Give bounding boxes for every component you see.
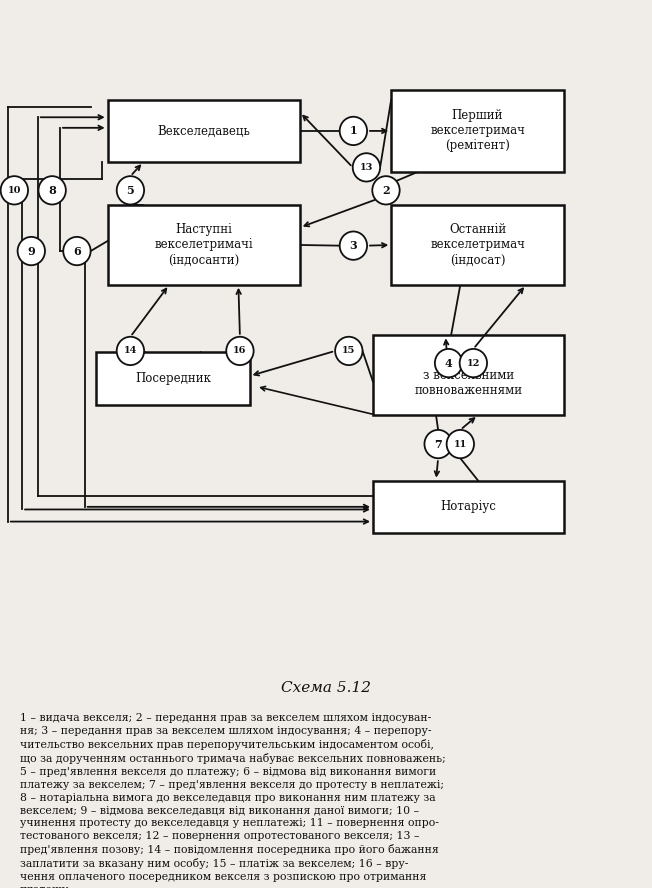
Text: Нотаріус: Нотаріус xyxy=(441,500,496,513)
Text: Перший
векселетримач
(ремітент): Перший векселетримач (ремітент) xyxy=(430,109,525,153)
Circle shape xyxy=(435,349,462,377)
Text: 15: 15 xyxy=(342,346,355,355)
Text: Посередник: Посередник xyxy=(135,372,211,385)
Text: 10: 10 xyxy=(8,186,21,194)
Text: Схема 5.12: Схема 5.12 xyxy=(281,681,371,695)
FancyBboxPatch shape xyxy=(391,205,564,285)
Text: 12: 12 xyxy=(467,359,480,368)
Text: 9: 9 xyxy=(27,246,35,257)
Text: Наступні
векселетримачі
(індосанти): Наступні векселетримачі (індосанти) xyxy=(155,224,253,266)
Text: 8: 8 xyxy=(48,185,56,196)
Circle shape xyxy=(340,232,367,260)
Text: 13: 13 xyxy=(360,163,373,172)
Circle shape xyxy=(38,176,66,204)
Circle shape xyxy=(335,337,363,365)
Text: 1: 1 xyxy=(349,125,357,137)
Text: 14: 14 xyxy=(124,346,137,355)
Circle shape xyxy=(1,176,28,204)
FancyBboxPatch shape xyxy=(373,336,564,415)
Text: 2: 2 xyxy=(382,185,390,196)
Circle shape xyxy=(226,337,254,365)
Text: 3: 3 xyxy=(349,240,357,251)
Text: 11: 11 xyxy=(454,440,467,448)
Circle shape xyxy=(340,116,367,145)
Text: Останній
векселетримач
(індосат): Останній векселетримач (індосат) xyxy=(430,224,525,266)
Circle shape xyxy=(117,176,144,204)
Circle shape xyxy=(447,430,474,458)
Text: 6: 6 xyxy=(73,246,81,257)
Text: 16: 16 xyxy=(233,346,246,355)
Circle shape xyxy=(372,176,400,204)
Circle shape xyxy=(460,349,487,377)
Text: 4: 4 xyxy=(445,358,452,369)
Circle shape xyxy=(117,337,144,365)
Text: 7: 7 xyxy=(434,439,442,449)
Text: Векселедавець: Векселедавець xyxy=(157,124,250,138)
FancyBboxPatch shape xyxy=(108,205,300,285)
Text: Особа
з вексельними
повноваженнями: Особа з вексельними повноваженнями xyxy=(415,353,522,397)
Circle shape xyxy=(353,154,380,181)
Text: 5: 5 xyxy=(126,185,134,196)
FancyBboxPatch shape xyxy=(96,353,250,405)
Circle shape xyxy=(424,430,452,458)
Circle shape xyxy=(18,237,45,266)
FancyBboxPatch shape xyxy=(391,90,564,172)
FancyBboxPatch shape xyxy=(108,99,300,162)
FancyBboxPatch shape xyxy=(373,480,564,533)
Text: 1 – видача векселя; 2 – передання прав за векселем шляхом індосуван-
ня; 3 – пер: 1 – видача векселя; 2 – передання прав з… xyxy=(20,713,445,888)
Circle shape xyxy=(63,237,91,266)
